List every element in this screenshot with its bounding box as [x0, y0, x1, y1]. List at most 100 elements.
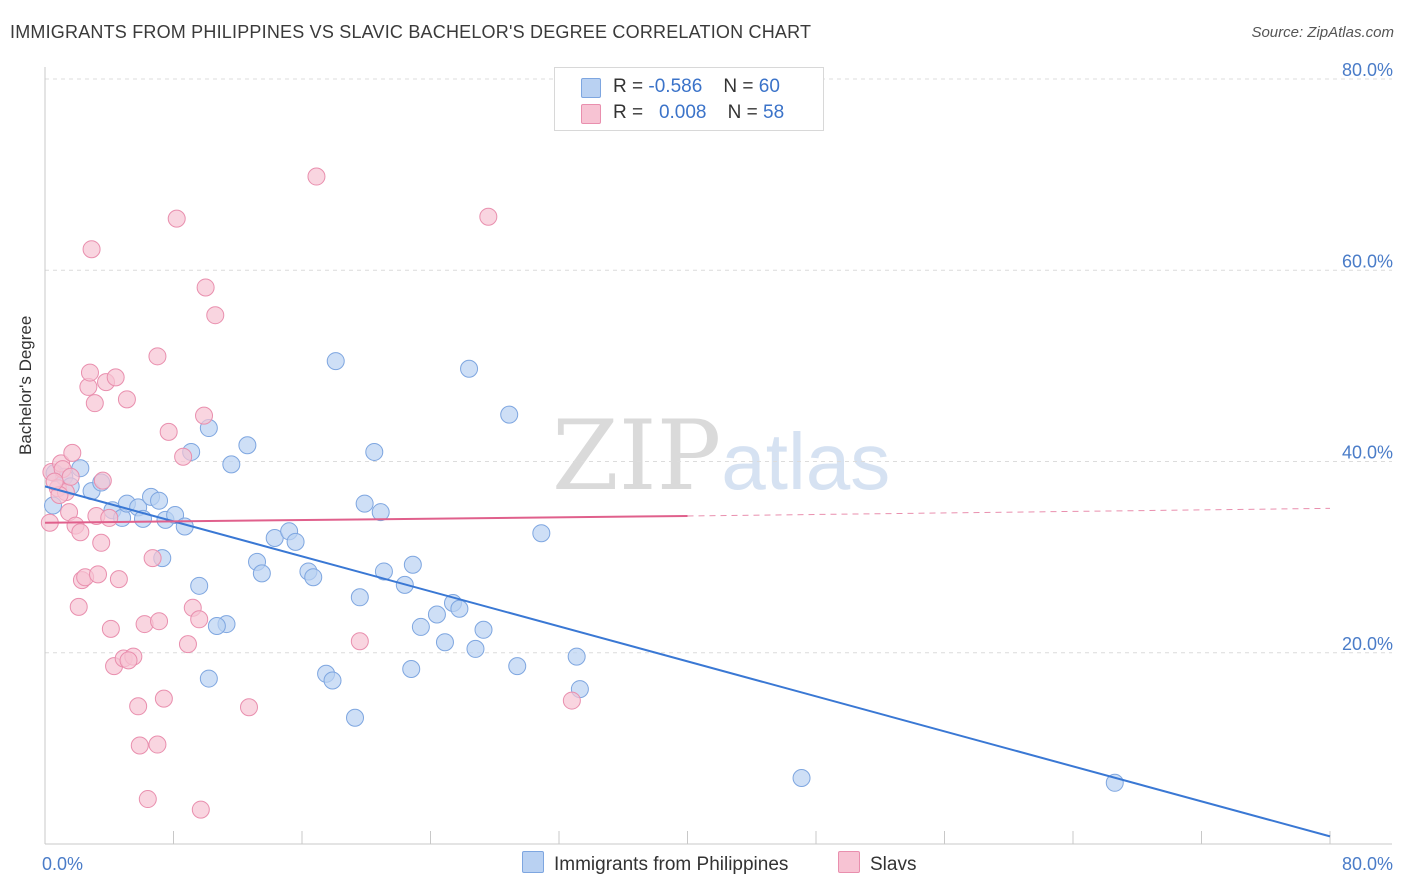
series-philippines-points — [44, 352, 1124, 792]
point-slavs — [106, 368, 125, 387]
point-philippines — [403, 555, 422, 574]
point-slavs — [109, 570, 128, 589]
point-slavs — [138, 790, 157, 809]
point-philippines — [435, 633, 454, 652]
y-tick-label: 40.0% — [1342, 443, 1393, 463]
n-value: 60 — [758, 76, 780, 97]
point-philippines — [460, 359, 479, 378]
point-philippines — [323, 671, 342, 690]
point-philippines — [199, 669, 218, 688]
point-philippines — [304, 568, 323, 587]
x-tick-label-min: 0.0% — [42, 854, 83, 874]
point-slavs — [143, 549, 162, 568]
legend: R = -0.586 N = 60 R = 0.008 N = 58 — [554, 67, 824, 131]
point-slavs — [101, 619, 120, 638]
bottom-legend-slavs: Slavs — [838, 851, 916, 876]
point-philippines — [532, 524, 551, 543]
y-tick-label: 20.0% — [1342, 634, 1393, 654]
point-slavs — [206, 306, 225, 325]
point-slavs — [92, 533, 111, 552]
bottom-legend-swatch-slavs — [838, 851, 860, 873]
x-tick-label-max: 80.0% — [1342, 854, 1393, 874]
n-value: 58 — [763, 102, 785, 123]
point-slavs — [191, 800, 210, 819]
point-philippines — [166, 506, 185, 525]
watermark-zip: ZIP — [552, 400, 722, 512]
point-philippines — [567, 647, 586, 666]
point-philippines — [500, 405, 519, 424]
point-slavs — [89, 565, 108, 584]
trend-line-philippines — [44, 485, 1331, 838]
point-slavs — [148, 735, 167, 754]
point-philippines — [238, 436, 257, 455]
y-axis-label: Bachelor's Degree — [16, 315, 35, 455]
point-philippines — [190, 576, 209, 595]
axes — [44, 67, 1392, 845]
point-slavs — [63, 443, 82, 462]
point-slavs — [129, 697, 148, 716]
point-philippines — [326, 352, 345, 371]
bottom-legend-label-philippines: Immigrants from Philippines — [554, 854, 789, 875]
point-slavs — [148, 347, 167, 366]
point-philippines — [286, 532, 305, 551]
r-value: 0.008 — [658, 102, 707, 123]
series-slavs-points — [40, 167, 581, 819]
point-philippines — [402, 660, 421, 679]
trend-line-slavs — [44, 515, 688, 524]
point-slavs — [307, 167, 326, 186]
point-philippines — [346, 708, 365, 727]
point-slavs — [167, 209, 186, 228]
legend-stats-slavs: R = 0.008 N = 58 — [613, 102, 784, 124]
point-philippines — [355, 494, 374, 513]
bottom-legend-label-slavs: Slavs — [870, 854, 917, 875]
point-philippines — [411, 617, 430, 636]
point-slavs — [119, 651, 138, 670]
point-slavs — [195, 406, 214, 425]
point-slavs — [159, 422, 178, 441]
point-slavs — [93, 471, 112, 490]
point-slavs — [174, 447, 193, 466]
bottom-legend-swatch-philippines — [522, 851, 544, 873]
point-philippines — [222, 455, 241, 474]
point-slavs — [196, 278, 215, 297]
point-slavs — [117, 390, 136, 409]
bottom-legend-philippines: Immigrants from Philippines — [522, 851, 788, 876]
point-slavs — [562, 691, 581, 710]
point-philippines — [466, 639, 485, 658]
point-slavs — [150, 612, 169, 631]
r-value: -0.586 — [648, 76, 703, 97]
point-philippines — [252, 564, 271, 583]
legend-stats-philippines: R = -0.586 N = 60 — [613, 76, 780, 98]
y-tick-label: 60.0% — [1342, 251, 1393, 271]
trend-extension-slavs — [687, 507, 1331, 517]
legend-swatch-philippines — [581, 78, 601, 98]
point-philippines — [427, 605, 446, 624]
point-philippines — [150, 491, 169, 510]
point-slavs — [190, 610, 209, 629]
point-slavs — [69, 597, 88, 616]
grid-lines — [45, 78, 1392, 654]
r-label: R = — [613, 102, 644, 123]
point-slavs — [154, 689, 173, 708]
point-slavs — [178, 635, 197, 654]
point-slavs — [239, 698, 258, 717]
r-label: R = — [613, 76, 644, 97]
point-philippines — [792, 769, 811, 788]
point-slavs — [85, 394, 104, 413]
point-slavs — [71, 523, 90, 542]
chart-title: IMMIGRANTS FROM PHILIPPINES VS SLAVIC BA… — [10, 22, 812, 42]
legend-swatch-slavs — [581, 104, 601, 124]
point-philippines — [350, 588, 369, 607]
point-slavs — [80, 363, 99, 382]
point-philippines — [450, 599, 469, 618]
source-label: Source: ZipAtlas.com — [1251, 24, 1394, 41]
point-slavs — [479, 207, 498, 226]
point-slavs — [61, 467, 80, 486]
y-tick-label: 80.0% — [1342, 60, 1393, 80]
point-philippines — [508, 657, 527, 676]
point-philippines — [474, 620, 493, 639]
point-philippines — [365, 442, 384, 461]
point-slavs — [350, 632, 369, 651]
point-philippines — [371, 503, 390, 522]
